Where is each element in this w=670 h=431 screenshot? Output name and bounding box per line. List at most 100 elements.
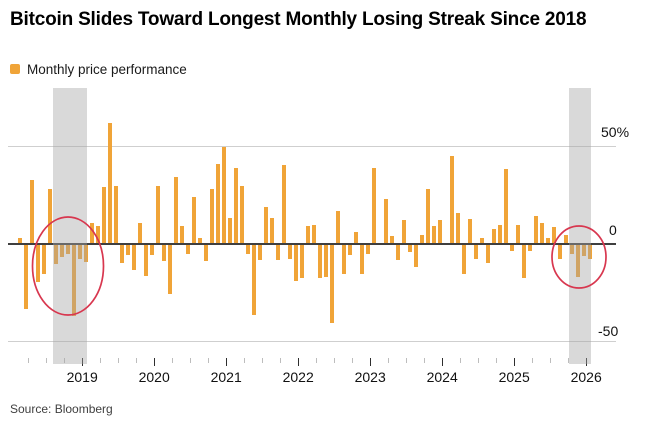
bar-2021-03 [239,185,244,244]
x-axis-year-label-2026: 2026 [570,369,602,385]
bar-2025-06 [545,238,550,244]
x-tick-2023 [370,358,372,366]
bar-2018-04 [29,179,34,244]
bar-2022-04 [317,245,322,279]
bar-2020-06 [185,245,190,254]
bar-2022-05 [323,245,328,278]
bar-2021-02 [233,167,238,244]
x-minor-tick-2019-Q3.3333333333333335 [118,358,120,363]
bar-2021-06 [257,245,262,260]
bar-2023-10 [425,189,430,244]
bar-2025-05 [539,222,544,244]
x-minor-tick-2023-Q2.333333333333333 [388,358,390,363]
bar-2021-12 [293,245,298,282]
bar-2019-07 [119,245,124,263]
x-minor-tick-2020-Q3.3333333333333335 [190,358,192,363]
x-axis-year-label-2022: 2022 [282,369,314,385]
bar-2023-12 [437,219,442,244]
x-tick-2024 [442,358,444,366]
x-minor-tick-2024-Q2.333333333333333 [460,358,462,363]
bar-2022-09 [347,245,352,255]
bar-2021-08 [269,217,274,244]
x-tick-2021 [226,358,228,366]
x-tick-2022 [298,358,300,366]
x-minor-tick-2025-Q2.333333333333333 [532,358,534,363]
bar-2025-04 [533,215,538,244]
x-minor-tick-2022-Q3.3333333333333335 [334,358,336,363]
bar-2021-01 [227,217,232,244]
bar-2020-04 [173,176,178,244]
bar-2021-05 [251,245,256,316]
bar-2022-03 [311,224,316,244]
x-minor-tick-2021-Q2.333333333333333 [244,358,246,363]
bar-2018-03 [23,245,28,310]
x-axis-year-label-2021: 2021 [210,369,242,385]
bar-2023-06 [401,219,406,244]
bar-2020-03 [167,245,172,294]
bar-2024-04 [461,245,466,275]
bar-2018-07 [47,189,52,244]
bar-2019-06 [113,185,118,244]
bar-2022-10 [353,232,358,244]
bar-2025-01 [515,224,520,244]
x-minor-tick-2019-Q2.333333333333333 [100,358,102,363]
bar-2020-08 [197,238,202,244]
x-minor-tick-2020-Q4.333333333333334 [208,358,210,363]
x-minor-tick-2018-Q3.3333333333333335 [46,358,48,363]
source-note: Source: Bloomberg [10,402,113,416]
bar-2023-04 [389,236,394,244]
x-minor-tick-2024-Q4.333333333333334 [496,358,498,363]
bar-2023-01 [371,167,376,244]
bar-2023-08 [413,245,418,268]
x-minor-tick-2023-Q3.3333333333333335 [406,358,408,363]
bar-2024-05 [467,218,472,244]
bar-2019-11 [143,245,148,277]
bar-2022-01 [299,245,304,279]
x-minor-tick-2020-Q2.333333333333333 [172,358,174,363]
gridline-plus50 [8,146,616,147]
bar-2020-01 [155,185,160,244]
x-axis-year-label-2024: 2024 [426,369,458,385]
bar-2022-11 [359,245,364,275]
x-minor-tick-2018-Q4.333333333333334 [64,358,66,363]
bar-2024-06 [473,245,478,259]
losing-streak-band-2018 [52,88,88,364]
chart-title: Bitcoin Slides Toward Longest Monthly Lo… [10,9,587,30]
bar-2024-10 [497,224,502,244]
bar-2023-09 [419,235,424,244]
bar-2021-11 [287,245,292,259]
bar-2024-07 [479,238,484,244]
zero-baseline [8,243,616,245]
bar-2018-02 [17,238,22,244]
x-minor-tick-2025-Q3.3333333333333335 [550,358,552,363]
x-tick-2026 [586,358,588,366]
bar-2022-07 [335,210,340,244]
bar-2018-05 [35,245,40,283]
bar-2019-09 [131,245,136,271]
x-minor-tick-2022-Q4.333333333333334 [352,358,354,363]
bar-2021-10 [281,165,286,244]
x-minor-tick-2025-Q4.333333333333334 [568,358,570,363]
y-axis-label-minus50: -50 [598,323,619,339]
bar-2025-07 [551,227,556,244]
bar-2022-12 [365,245,370,254]
bar-2020-02 [161,245,166,261]
bar-2020-09 [203,245,208,261]
legend-label: Monthly price performance [27,62,187,77]
x-tick-2025 [514,358,516,366]
bar-2020-10 [209,189,214,244]
bar-2024-11 [503,168,508,244]
losing-streak-band-2025 [568,88,592,364]
gridline-minus50 [8,341,616,342]
x-minor-tick-2021-Q4.333333333333334 [280,358,282,363]
bar-2024-02 [449,156,454,244]
x-minor-tick-2022-Q2.333333333333333 [316,358,318,363]
bar-2023-05 [395,245,400,260]
legend-swatch-icon [10,64,20,74]
bar-2020-07 [191,197,196,244]
bar-2020-11 [215,164,220,244]
bar-2024-12 [509,245,514,251]
bar-2021-04 [245,245,250,254]
bar-2023-11 [431,226,436,244]
